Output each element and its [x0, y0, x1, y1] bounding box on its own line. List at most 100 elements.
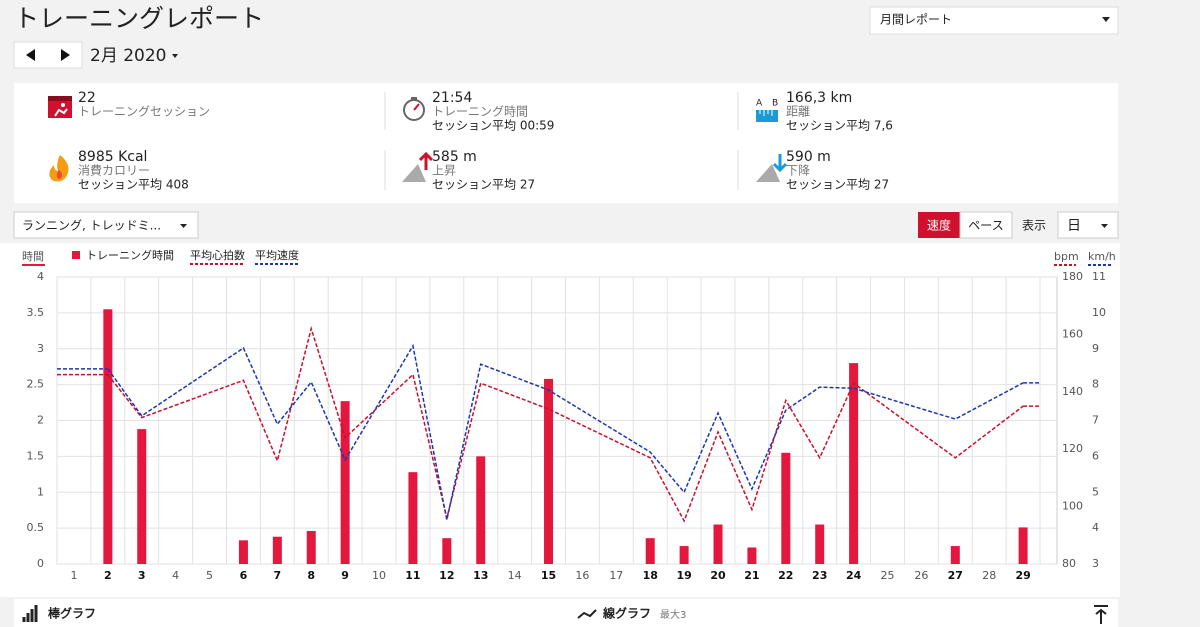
icon-time: [403, 97, 425, 121]
x-tick-label: 4: [172, 569, 179, 582]
x-tick-label: 22: [778, 569, 793, 582]
line: [107, 343, 1024, 521]
prev-button[interactable]: [26, 49, 35, 61]
legend-label: 平均速度: [255, 248, 299, 262]
next-button[interactable]: [61, 49, 70, 61]
bar: [781, 452, 791, 564]
x-tick-label: 27: [948, 569, 963, 582]
x-tick-label: 5: [206, 569, 213, 582]
stat-label: トレーニング時間: [432, 105, 528, 119]
bar: [442, 538, 452, 564]
bar-graph-label[interactable]: 棒グラフ: [48, 606, 96, 621]
icon-descent: [756, 154, 788, 182]
legend-label: トレーニング時間: [86, 248, 174, 262]
pace-button[interactable]: [959, 211, 1013, 239]
footer-bar: [14, 599, 1118, 627]
stat-value: 22: [78, 90, 96, 106]
speed-button-label: 速度: [927, 219, 951, 233]
export-icon[interactable]: [1094, 605, 1108, 624]
x-tick-label: 17: [609, 569, 623, 582]
period-nav: [13, 41, 83, 69]
bar: [747, 547, 757, 564]
x-tick-label: 13: [473, 569, 488, 582]
stat-sub: セッション平均 408: [78, 178, 189, 192]
stat-label: 上昇: [432, 164, 456, 178]
stat-label: トレーニングセッション: [78, 105, 210, 119]
dropdown-arrow: [1101, 224, 1108, 228]
icon-calories: [49, 155, 69, 182]
bar-graph-icon: [22, 605, 38, 622]
speed-button[interactable]: [918, 212, 960, 238]
period[interactable]: 2月 2020: [90, 46, 166, 66]
bar: [103, 309, 113, 564]
stat-sub: セッション平均 27: [432, 178, 535, 192]
bar: [679, 546, 689, 564]
y2-tick-label: 160: [1062, 327, 1083, 340]
x-tick-label: 3: [138, 569, 146, 582]
sport-select-label: ランニング, トレッドミ...: [22, 219, 161, 233]
bar: [340, 401, 350, 564]
y3-tick-label: 3: [1092, 557, 1099, 570]
bar: [408, 472, 418, 564]
y3-axis-title: km/h: [1088, 250, 1116, 263]
svg-text:B: B: [772, 99, 778, 109]
stat-value: 21:54: [432, 90, 472, 106]
sport-select[interactable]: [13, 211, 199, 239]
bar: [713, 524, 723, 564]
y2-tick-label: 140: [1062, 385, 1083, 398]
y-tick-label: 2: [37, 414, 44, 427]
y-tick-label: 4: [37, 270, 44, 283]
y-tick-label: 1: [37, 485, 44, 498]
y3-tick-label: 4: [1092, 521, 1099, 534]
x-tick-label: 15: [541, 569, 556, 582]
bar: [238, 540, 248, 564]
y-tick-label: 3.5: [27, 306, 45, 319]
y3-tick-label: 8: [1092, 378, 1099, 391]
y3-tick-label: 11: [1092, 270, 1106, 283]
view-select[interactable]: [1057, 211, 1119, 239]
x-tick-label: 16: [575, 569, 589, 582]
x-tick-label: 26: [914, 569, 928, 582]
x-tick-label: 23: [812, 569, 827, 582]
bar: [950, 546, 960, 564]
dropdown-arrow: [1102, 17, 1110, 22]
bar: [306, 530, 316, 564]
line-graph-label[interactable]: 線グラフ: [602, 606, 651, 621]
y3-tick-label: 6: [1092, 449, 1099, 462]
y-tick-label: 3: [37, 342, 44, 355]
dropdown-arrow: [180, 224, 187, 228]
stat-sub: セッション平均 7,6: [786, 119, 893, 133]
y3-tick-label: 5: [1092, 485, 1099, 498]
x-tick-label: 7: [274, 569, 282, 582]
line-graph-note: 最大3: [660, 608, 686, 621]
stat-sub: セッション平均 00:59: [432, 119, 554, 133]
icon-sessions: [48, 96, 72, 118]
view-select-label: 日: [1067, 218, 1081, 234]
bar: [815, 524, 825, 564]
x-tick-label: 28: [982, 569, 996, 582]
x-tick-label: 29: [1015, 569, 1030, 582]
y2-tick-label: 180: [1062, 270, 1083, 283]
y-tick-label: 0.5: [27, 521, 45, 534]
y2-axis-title: bpm: [1054, 250, 1079, 263]
stat-sub: セッション平均 27: [786, 178, 889, 192]
y-axis-title: 時間: [22, 250, 44, 263]
view-label: 表示: [1022, 219, 1046, 233]
y2-tick-label: 100: [1062, 500, 1083, 513]
x-tick-label: 6: [240, 569, 248, 582]
y-tick-label: 2.5: [27, 378, 45, 391]
x-tick-label: 8: [307, 569, 315, 582]
page-title: トレーニングレポート: [14, 4, 264, 33]
stat-label: 消費カロリー: [78, 163, 150, 178]
report-select[interactable]: [869, 6, 1119, 35]
summary-panel: [14, 83, 1118, 203]
bar: [645, 538, 655, 564]
x-tick-label: 1: [70, 569, 77, 582]
bar: [476, 456, 486, 564]
x-tick-label: 20: [710, 569, 726, 582]
bar: [544, 378, 554, 564]
x-tick-label: 11: [405, 569, 420, 582]
y-tick-label: 0: [37, 557, 44, 570]
